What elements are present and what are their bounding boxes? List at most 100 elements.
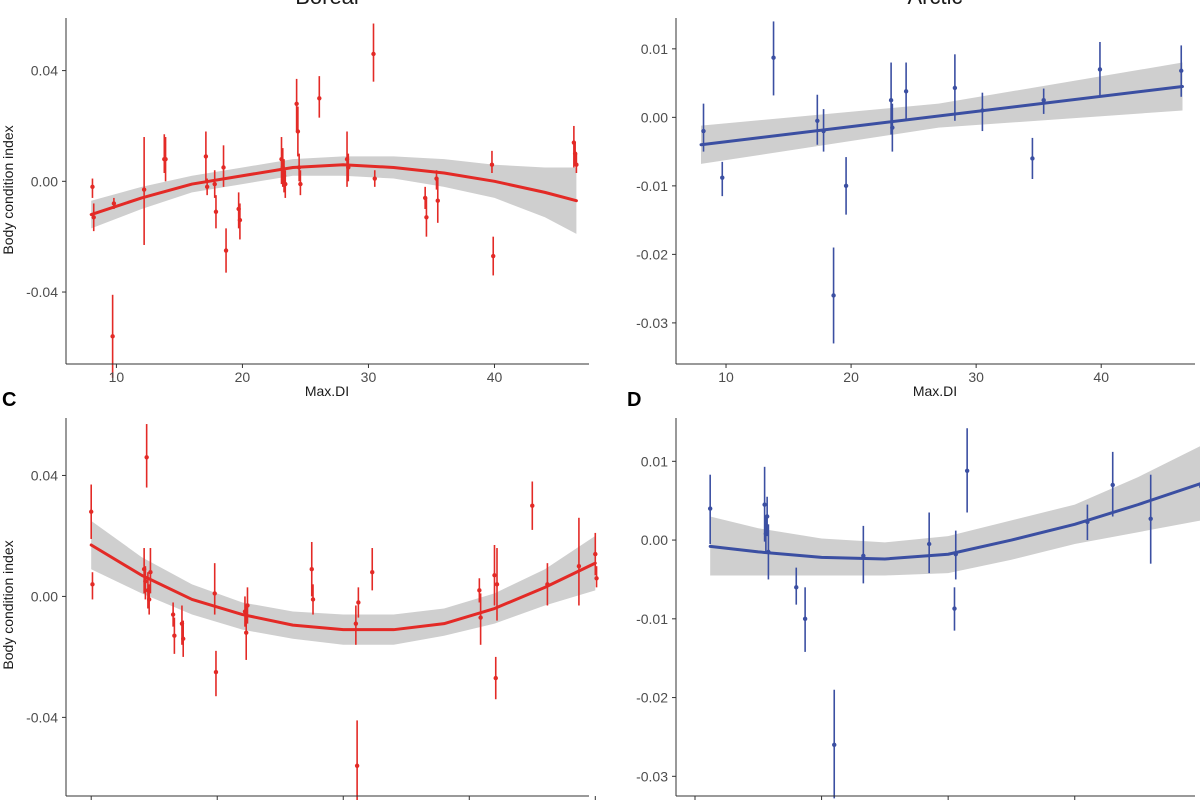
panel-d-confidence-band xyxy=(710,446,1200,576)
panel-a-data-point xyxy=(110,334,115,339)
panel-c-data-point xyxy=(493,675,498,681)
panel-c-data-point xyxy=(146,597,152,602)
panel-c-data-point xyxy=(354,763,360,768)
panel-d-y-tick-label: 0.00 xyxy=(641,532,668,548)
panel-a-y-tick-label: 0.04 xyxy=(31,63,58,79)
panel-a: Boreal Max.DI Body condition index -0.04… xyxy=(0,0,589,399)
panel-d: D -0.03 -0.02 -0.01 0.00 0.01 xyxy=(627,389,1200,800)
panel-b-data-point xyxy=(1030,156,1035,161)
panel-c-data-point xyxy=(148,570,153,575)
panel-a-data-point xyxy=(491,253,496,259)
panel-b-data-point xyxy=(1097,67,1103,72)
panel-a-data-point xyxy=(283,181,288,187)
panel-b-data-point xyxy=(1041,98,1046,103)
panel-c-fit-line xyxy=(89,543,597,632)
panel-a-x-tick-label: 40 xyxy=(487,369,503,385)
panel-c-data-point xyxy=(143,579,148,584)
panel-c-data-point xyxy=(144,455,149,460)
panel-c-data-point xyxy=(576,563,582,569)
panel-a-data-point xyxy=(317,96,322,101)
panel-a-fit-line xyxy=(89,163,578,217)
panel-a-y-tick-label: 0.00 xyxy=(31,173,58,189)
panel-d-letter: D xyxy=(627,389,641,411)
panel-c-data-point xyxy=(477,588,482,593)
panel-a-data-point xyxy=(111,201,117,206)
panel-a-data-point xyxy=(203,154,209,159)
panel-a-data-point xyxy=(212,181,217,187)
panel-b-y-tick-label: -0.03 xyxy=(636,315,668,331)
panel-c-letter: C xyxy=(2,389,16,411)
panel-c-data-point xyxy=(170,612,176,617)
panel-c: C Body condition index -0.04 0.00 0.04 xyxy=(0,389,599,800)
panel-b-y-tick-label: 0.01 xyxy=(641,41,668,57)
panel-a-title: Boreal xyxy=(295,0,359,9)
panel-d-data-point xyxy=(832,742,837,748)
panel-d-data-point xyxy=(707,506,713,511)
panel-a-data-point xyxy=(91,215,96,220)
panel-c-data-point xyxy=(494,582,500,587)
panel-a-data-point xyxy=(163,156,168,162)
panel-c-data-point xyxy=(310,597,316,602)
panel-d-data-point xyxy=(762,502,767,507)
panel-d-y-tick-label: -0.01 xyxy=(636,611,668,627)
panel-b-data-point xyxy=(831,293,836,298)
panel-a-data-point xyxy=(435,198,440,203)
panel-b-data-point xyxy=(815,118,820,123)
panel-b-x-tick-label: 10 xyxy=(718,369,734,385)
panel-a-data-point xyxy=(141,187,147,192)
panel-a-y-tick-label: -0.04 xyxy=(26,284,58,300)
panel-a-data-point xyxy=(294,101,299,107)
panel-c-data-point xyxy=(478,615,483,620)
panel-c-data-point xyxy=(594,576,599,581)
panel-c-y-tick-label: 0.04 xyxy=(31,467,58,483)
panel-b-x-tick-label: 30 xyxy=(968,369,984,385)
panel-a-data-point xyxy=(371,51,376,57)
panel-b-data-point xyxy=(720,175,725,180)
panel-c-data-point xyxy=(244,630,249,635)
panel-a-data-point xyxy=(574,162,579,167)
panel-c-data-point xyxy=(172,633,177,638)
panel-a-data-point xyxy=(489,162,495,167)
panel-a-data-point xyxy=(295,129,301,134)
panel-c-data-point xyxy=(212,591,217,596)
panel-c-y-tick-label: -0.04 xyxy=(26,709,58,725)
panel-d-y-tick-label: 0.01 xyxy=(641,453,668,469)
panel-c-data-point xyxy=(530,503,535,508)
panel-d-data-point xyxy=(1110,482,1115,488)
panel-a-data-point xyxy=(223,248,229,253)
panel-c-data-point xyxy=(309,567,314,572)
panel-b-data-point xyxy=(890,125,895,130)
panel-b-x-tick-label: 20 xyxy=(843,369,859,385)
panel-d-data-point xyxy=(802,616,808,622)
panel-b-title: Arctic xyxy=(908,0,963,9)
panel-b-data-point xyxy=(903,89,909,94)
panel-b-data-point xyxy=(771,55,776,60)
panel-b-confidence-band xyxy=(701,62,1183,164)
panel-c-y-tick-label: 0.00 xyxy=(31,588,58,604)
panel-b-data-point xyxy=(888,98,894,103)
panel-a-x-tick-label: 10 xyxy=(109,369,125,385)
panel-b-data-point xyxy=(843,183,849,189)
panel-d-data-point xyxy=(764,514,770,519)
panel-a-data-point xyxy=(90,184,95,190)
panel-c-data-point xyxy=(181,636,186,641)
panel-d-data-point xyxy=(794,585,799,590)
panel-c-y-axis-title: Body condition index xyxy=(0,540,16,669)
panel-c-data-point xyxy=(593,551,598,557)
panel-b-fit-line xyxy=(699,85,1184,147)
panel-b-y-tick-label: -0.01 xyxy=(636,178,668,194)
panel-a-data-point xyxy=(372,176,377,181)
panel-b-y-tick-label: -0.02 xyxy=(636,246,668,262)
panel-c-data-point xyxy=(370,570,375,575)
panel-a-data-point xyxy=(298,181,303,187)
panel-d-fit-line xyxy=(708,482,1200,561)
panel-c-data-point xyxy=(353,621,359,626)
panel-c-data-point xyxy=(90,582,95,587)
panel-b-x-axis-title: Max.DI xyxy=(913,383,957,399)
panel-a-data-point xyxy=(237,217,243,223)
panel-a-data-point xyxy=(204,184,210,190)
panel-b: Arctic Max.DI -0.03 -0.02 -0.01 0.00 0.01 10 2… xyxy=(636,0,1195,399)
panel-a-data-point xyxy=(213,209,219,214)
panel-d-data-point xyxy=(1148,516,1153,521)
